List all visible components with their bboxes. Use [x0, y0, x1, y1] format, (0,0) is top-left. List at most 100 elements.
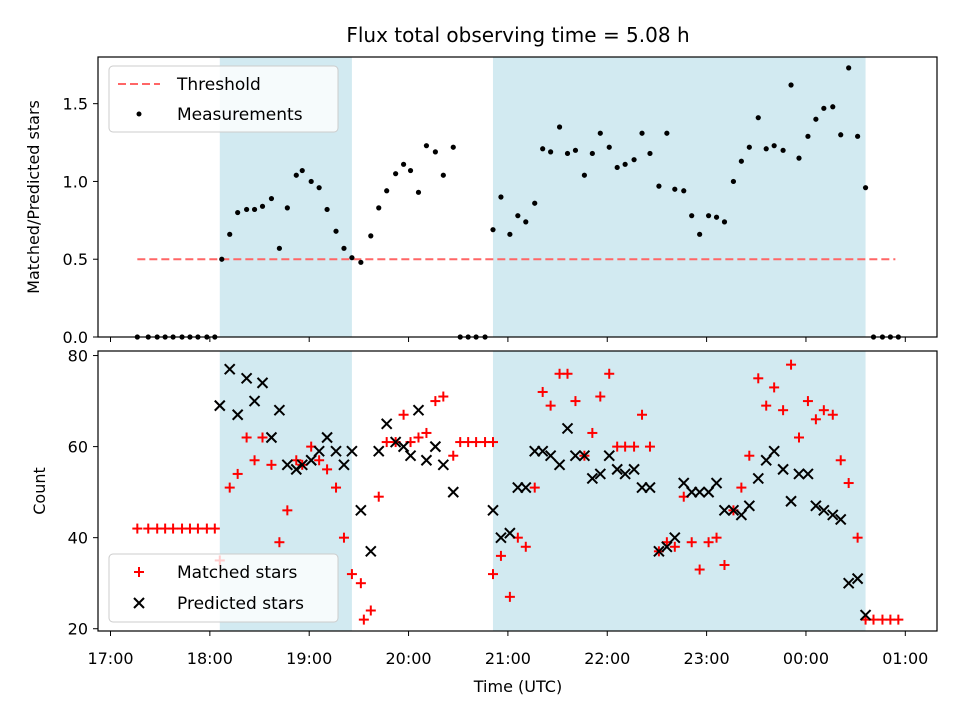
matched-star-point [644, 441, 655, 452]
measurement-point [316, 185, 322, 191]
measurement-point [358, 259, 364, 265]
measurement-point [276, 245, 282, 251]
matched-star-point [686, 537, 697, 548]
bottom-legend-box [108, 553, 339, 623]
predicted-star-point [669, 531, 681, 544]
matched-star-point [843, 478, 854, 489]
measurement-point [697, 231, 703, 237]
predicted-star-point [702, 486, 715, 498]
matched-star-point [587, 427, 598, 438]
measurement-point [440, 172, 446, 178]
matched-star-point [249, 455, 260, 466]
predicted-star-point [553, 459, 566, 471]
matched-star-point [322, 464, 333, 475]
matched-star-point [495, 550, 506, 561]
predicted-star-point [429, 440, 442, 453]
predicted-star-point [810, 500, 822, 512]
x-tick-label: 19:00 [286, 649, 332, 668]
measurement-point [308, 178, 314, 185]
predicted-star-point [420, 454, 433, 466]
measurement-point [788, 82, 794, 88]
measurement-point [532, 200, 538, 206]
matched-star-point [338, 532, 349, 543]
predicted-star-point [487, 504, 499, 517]
predicted-star-point [760, 454, 772, 466]
matched-star-point [810, 414, 821, 425]
predicted-star-point [851, 572, 864, 585]
measurement-point [705, 213, 712, 219]
matched-star-point [282, 505, 293, 516]
predicted-star-point [710, 477, 723, 489]
measurement-point [235, 209, 241, 216]
predicted-star-point [321, 431, 333, 444]
measurement-point [639, 130, 645, 136]
matched-star-point [520, 541, 531, 552]
measurement-point [564, 150, 571, 157]
predicted-star-point [447, 486, 459, 498]
measurement-point [384, 188, 390, 194]
measurement-point [244, 206, 250, 213]
y-tick-label: 0.5 [63, 250, 88, 269]
matched-star-point [570, 396, 581, 407]
measurement-point [796, 155, 802, 161]
matched-star-point [761, 400, 772, 411]
predicted-star-point [380, 418, 393, 430]
measurement-point [821, 105, 827, 111]
matched-star-point [421, 427, 432, 438]
matched-star-point [168, 523, 179, 534]
legend-matched-label: Matched stars [177, 563, 297, 583]
measurement-point [813, 116, 819, 122]
predicted-star-point [495, 531, 507, 544]
predicted-star-point [727, 504, 740, 517]
predicted-star-point [678, 477, 690, 489]
matched-star-point [398, 409, 409, 420]
y-tick-label: 80 [68, 347, 88, 366]
matched-star-point [224, 482, 235, 493]
measurement-point [730, 178, 737, 185]
matched-star-point [331, 482, 342, 493]
predicted-star-point [296, 459, 308, 471]
predicted-star-point [504, 527, 516, 539]
measurement-point [333, 228, 339, 234]
x-tick-label: 17:00 [87, 649, 133, 668]
predicted-star-point [330, 445, 342, 457]
measurement-point [771, 143, 777, 149]
bottom-plot-frame [97, 350, 938, 632]
measurement-point [846, 65, 852, 71]
measurement-point [259, 203, 266, 209]
predicted-star-point [338, 459, 350, 471]
measurement-point [862, 185, 869, 191]
x-tick-label: 22:00 [584, 649, 630, 668]
bottom-legend: Matched stars Predicted stars [108, 553, 339, 623]
matched-star-point [744, 450, 755, 461]
matched-star-point [487, 437, 498, 448]
measurement-point [838, 132, 844, 138]
predicted-star-point [793, 468, 805, 480]
measurement-point [689, 213, 695, 219]
measurement-point [540, 146, 546, 152]
measurement-point [672, 186, 678, 192]
measurement-point [713, 214, 720, 220]
measurement-legend-swatch [136, 111, 142, 117]
measurement-point [830, 104, 836, 110]
x-tick-label: 20:00 [385, 649, 431, 668]
predicted-star-point [397, 440, 410, 453]
x-axis-label: Time (UTC) [473, 677, 562, 696]
predicted-star-point [752, 472, 764, 485]
matched-star-point [778, 405, 789, 416]
predicted-star-point [305, 454, 317, 466]
matched-star-point [132, 523, 143, 534]
matched-star-point [487, 569, 498, 580]
matched-star-point [629, 441, 640, 452]
predicted-star-point [248, 395, 261, 407]
measurement-point [647, 150, 653, 157]
measurement-point [780, 147, 786, 153]
bottom-axis-ticks: 20 40 60 80 17:00 18:00 19:00 20:00 21:00 22:00 23… [68, 347, 929, 668]
top-legend-box [108, 65, 339, 133]
predicted-star-point [661, 541, 673, 553]
matched-star-point [835, 455, 846, 466]
matched-star-point [703, 537, 714, 548]
predicted-star-point [520, 481, 532, 494]
predicted-star-point [265, 431, 278, 444]
matched-star-point [381, 437, 392, 448]
